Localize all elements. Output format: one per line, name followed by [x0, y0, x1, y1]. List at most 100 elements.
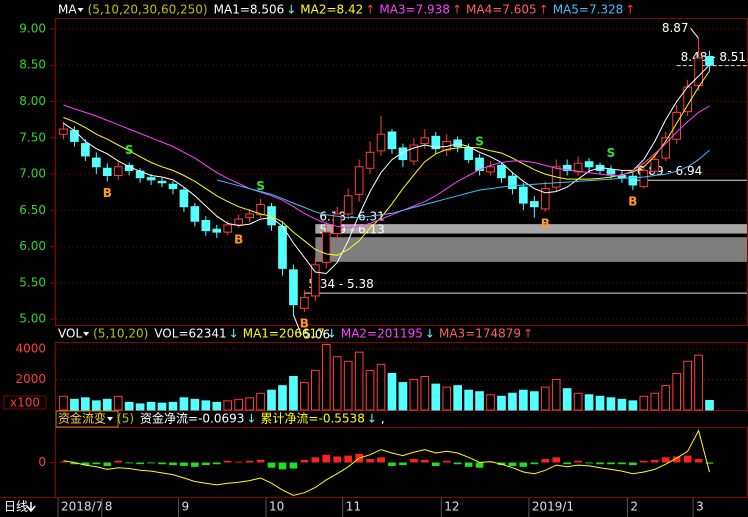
volume-bar — [508, 392, 517, 411]
candle-body — [376, 133, 386, 152]
y-tick-label: 4000 — [15, 342, 46, 356]
legend-label: MA3=174879 — [439, 327, 521, 341]
flow-bar — [596, 462, 604, 465]
period-label[interactable]: 日线 — [4, 500, 28, 514]
signal-label: B — [541, 216, 550, 230]
flow-bar — [81, 462, 90, 466]
candle-body — [508, 175, 517, 190]
indicator-name[interactable]: MA — [58, 3, 77, 17]
ma-line — [216, 149, 710, 219]
legend-label: 资金净流=-0.0693 — [140, 411, 244, 426]
volume-bar — [420, 376, 430, 411]
flow-bar — [125, 462, 134, 464]
candle-body — [409, 144, 419, 162]
x-tick-label: 11 — [346, 500, 361, 514]
extreme-line — [292, 314, 302, 336]
flow-bar — [289, 462, 298, 469]
indicator-dropdown[interactable] — [107, 417, 114, 421]
candle-body — [628, 175, 638, 186]
legend-arrow: ↓ — [367, 412, 377, 426]
indicator-box[interactable] — [55, 410, 119, 428]
volume-bar — [245, 397, 254, 411]
volume-bar — [102, 398, 112, 411]
candle-body — [70, 130, 79, 142]
support-zone — [315, 224, 747, 234]
volume-bar — [551, 379, 561, 411]
candle-body — [365, 151, 375, 169]
legend-arrow: ↓ — [286, 3, 296, 17]
candle-body — [190, 206, 200, 222]
extreme-label: 5.06 — [303, 327, 330, 341]
y-tick-label: 2000 — [15, 372, 46, 386]
flow-bar — [147, 462, 155, 464]
candle-body — [497, 164, 506, 179]
flow-bar — [650, 459, 659, 463]
flow-bar — [234, 461, 243, 463]
flow-bar — [661, 457, 670, 463]
candle-body — [168, 183, 178, 190]
candle-body — [91, 157, 101, 168]
volume-bar — [387, 372, 397, 411]
volume-bar — [81, 397, 90, 411]
flow-bar — [158, 462, 166, 465]
flow-bar — [114, 460, 123, 463]
flow-bar — [694, 459, 703, 463]
flow-bar — [245, 460, 254, 463]
flow-bar — [311, 457, 320, 463]
candle-body — [398, 147, 408, 161]
volume-bar — [475, 391, 484, 411]
y-tick-label: 7.50 — [19, 130, 46, 144]
volume-bar — [464, 389, 473, 411]
candle-body — [179, 189, 189, 208]
flow-bar — [59, 461, 68, 463]
candle-body — [661, 137, 671, 159]
flow-bar — [70, 462, 79, 465]
flow-bar — [442, 460, 451, 463]
flow-bar — [169, 462, 177, 466]
candle-body — [289, 269, 298, 306]
candle-body — [519, 186, 528, 204]
indicator-dropdown[interactable] — [77, 8, 84, 12]
flow-bar — [453, 462, 462, 465]
candle-body — [278, 225, 287, 269]
signal-label: S — [607, 146, 616, 160]
indicator-dropdown[interactable] — [83, 332, 90, 336]
candle-body — [146, 177, 156, 181]
volume-bar — [113, 395, 123, 411]
indicator-name[interactable]: 资金流变 — [58, 411, 106, 426]
legend-label: MA1=206617 — [243, 327, 325, 341]
extreme-line — [690, 28, 699, 39]
volume-bar — [234, 398, 244, 411]
candle-body — [639, 169, 649, 187]
flow-bar — [563, 462, 572, 465]
candle-body — [606, 169, 616, 175]
volume-bar — [310, 369, 320, 411]
flow-bar — [683, 455, 692, 463]
volume-bar — [179, 397, 189, 411]
candle-body — [694, 57, 703, 87]
flow-bar — [212, 462, 221, 465]
candle-body — [584, 161, 594, 168]
legend-label: 累计净流=-0.5538 — [260, 412, 364, 426]
volume-bar — [256, 392, 265, 411]
flow-bar — [136, 462, 144, 465]
flow-bar — [256, 459, 265, 463]
candle-body — [212, 228, 222, 233]
candle-body — [234, 218, 244, 226]
legend-arrow: ↑ — [539, 3, 549, 17]
candle-body — [529, 201, 539, 208]
flow-bar — [399, 462, 407, 466]
volume-bar — [223, 400, 233, 411]
candle-body — [310, 264, 320, 297]
y-tick-label: 6.00 — [19, 239, 46, 253]
candle-body — [157, 180, 167, 184]
y-tick-label: 8.00 — [19, 94, 46, 108]
legend-label: MA4=7.605 — [466, 3, 537, 17]
period-arrow[interactable] — [26, 502, 36, 513]
signal-label: B — [234, 232, 243, 246]
volume-bar — [289, 376, 298, 411]
support-zone — [315, 237, 747, 262]
extreme-label: 8.87 — [662, 21, 689, 35]
indicator-name[interactable]: VOL — [58, 327, 82, 341]
